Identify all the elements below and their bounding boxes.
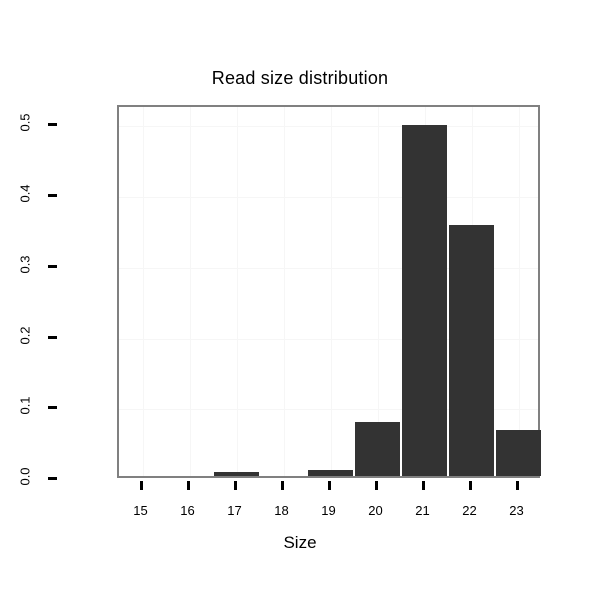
gridline-vertical [189,107,191,476]
gridline-vertical [377,107,379,476]
bar [308,469,353,476]
bar [496,430,541,476]
gridline-vertical [518,107,520,476]
y-axis-tick-mark [48,335,57,339]
x-axis-tick-mark [233,481,237,490]
plot-panel [117,105,541,478]
y-axis-tick-mark [48,194,57,198]
gridline-horizontal [119,197,538,199]
bar [214,472,259,476]
gridline-horizontal [119,338,538,340]
y-axis-tick-mark [48,477,57,480]
x-axis-tick-label: 23 [509,503,524,518]
gridline-vertical [330,107,332,476]
bar [449,224,494,476]
x-axis-tick-label: 15 [133,503,148,518]
x-axis-tick-mark [186,481,190,490]
x-axis-tick-mark [327,481,331,490]
x-axis-tick-label: 17 [227,503,242,518]
x-axis-tick-mark [421,481,425,490]
gridline-vertical [236,107,238,476]
gridline-horizontal [119,126,538,128]
gridline-vertical [283,107,285,476]
x-axis-tick-mark [374,481,378,490]
x-axis-title: Size [283,533,317,552]
x-axis-tick-label: 21 [415,503,430,518]
x-axis-tick-mark [280,481,284,490]
chart-title: Read size distribution [211,68,389,88]
y-axis-title: Fraction [33,0,63,135]
y-axis-tick-mark [48,123,57,127]
x-axis-tick-mark [468,481,472,490]
x-axis-tick-mark [515,481,519,490]
y-axis-tick-mark [48,264,57,268]
y-axis-tick-mark [48,406,57,410]
bar [355,421,400,476]
gridline-horizontal [119,409,538,411]
y-axis: 0.0 0.1 0.2 0.3 0.4 0.5 [0,0,117,600]
x-axis-tick-label: 22 [462,503,477,518]
x-axis-tick-label: 19 [321,503,336,518]
x-axis: 15 16 17 18 19 20 21 22 23 [0,478,600,538]
gridline-horizontal [119,267,538,269]
x-axis-tick-label: 18 [274,503,289,518]
bar [402,124,447,476]
y-axis-title-wrapper: Fraction [0,105,40,478]
x-axis-tick-mark [139,481,143,490]
bars-container [119,107,541,476]
gridline-vertical [142,107,144,476]
x-axis-tick-label: 20 [368,503,383,518]
x-axis-tick-label: 16 [180,503,195,518]
